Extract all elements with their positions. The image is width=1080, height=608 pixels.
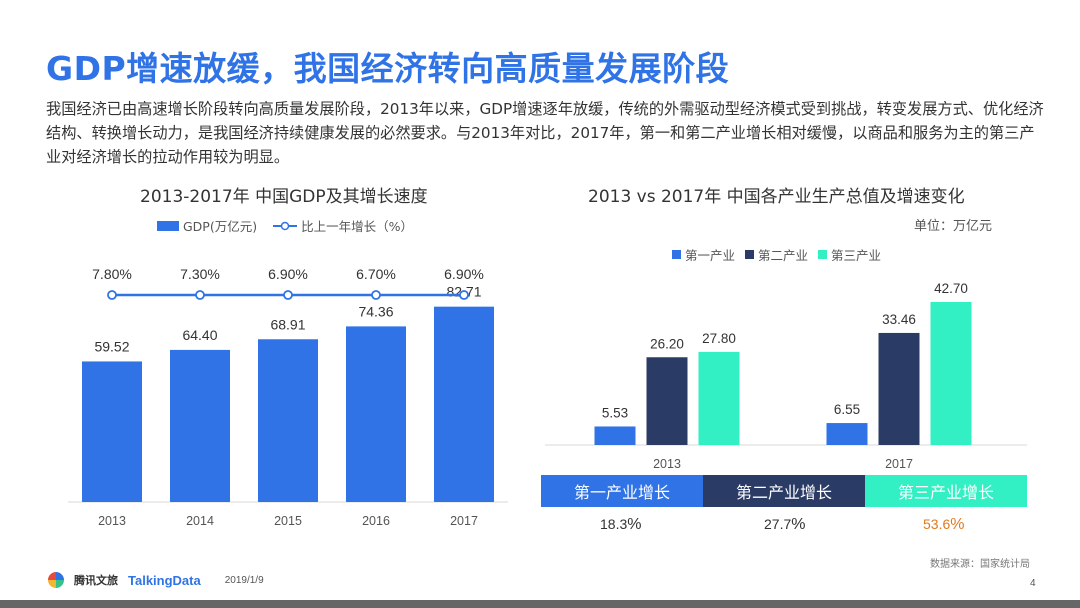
- growth-point-2017: [459, 290, 469, 300]
- growth-label-2013: 7.80%: [92, 266, 132, 282]
- gdp-chart: 59.52201364.40201468.91201574.36201682.7…: [68, 266, 508, 528]
- gdp-x-tick-2013: 2013: [98, 514, 126, 528]
- gdp-x-tick-2017: 2017: [450, 514, 478, 528]
- growth-tertiary-pct: %: [950, 516, 965, 533]
- growth-primary-cell: 第一产业增长: [541, 475, 703, 507]
- legend-primary-swatch: [672, 250, 681, 259]
- industry-bar-2013-2: [646, 357, 688, 445]
- gdp-bar-2017: [434, 306, 494, 502]
- gdp-bar-2016: [346, 326, 406, 502]
- footer-date: 2019/1/9: [224, 574, 264, 586]
- gdp-bar-2014: [170, 349, 230, 502]
- page-number: 4: [1030, 578, 1036, 589]
- legend-tertiary-label: 第三产业: [831, 248, 882, 263]
- growth-label-2014: 7.30%: [180, 266, 220, 282]
- industry-x-tick-2017: 2017: [885, 457, 913, 470]
- legend-tertiary: 第三产业: [818, 245, 881, 264]
- industry-bar-label-2017-3: 42.70: [934, 281, 968, 296]
- industry-bar-label-2017-2: 33.46: [882, 312, 916, 327]
- industry-chart: 5.53 26.20 27.80 2013 6.55 33.46 42.70 2017: [545, 281, 1027, 470]
- data-source: 数据来源：国家统计局: [930, 559, 1030, 570]
- growth-label-2015: 6.90%: [268, 266, 308, 282]
- growth-label-2016: 6.70%: [356, 266, 396, 282]
- growth-primary-number: 18.3: [600, 516, 628, 532]
- gdp-bar-label-2015: 68.91: [270, 316, 305, 332]
- legend-growth-label: 比上一年增长（%）: [301, 219, 413, 234]
- bottom-bar: [0, 600, 1080, 608]
- growth-point-2014: [195, 290, 205, 300]
- gdp-chart-title: 2013-2017年 中国GDP及其增长速度: [140, 187, 428, 207]
- footer-brand: 腾讯文旅: [74, 574, 118, 587]
- industry-bar-2013-1: [594, 426, 636, 445]
- industry-chart-legend: 第一产业 第二产业 第三产业: [672, 245, 881, 264]
- gdp-x-tick-2016: 2016: [362, 514, 390, 528]
- legend-secondary: 第二产业: [745, 245, 808, 264]
- growth-secondary-number: 27.7: [764, 516, 792, 532]
- growth-tertiary-cell: 第三产业增长: [865, 475, 1027, 507]
- gdp-bar-2015: [258, 339, 318, 502]
- legend-tertiary-swatch: [818, 250, 828, 259]
- industry-bar-2017-1: [826, 423, 868, 445]
- industry-chart-unit: 单位：万亿元: [914, 219, 993, 234]
- industry-bar-2013-3: [698, 351, 740, 445]
- intro-paragraph: 我国经济已由高速增长阶段转向高质量发展阶段，2013年以来，GDP增速逐年放缓，…: [46, 100, 1044, 166]
- gdp-bar-label-2014: 64.40: [182, 327, 217, 343]
- growth-primary-value: 18.3%: [600, 516, 641, 534]
- page-title: GDP增速放缓，我国经济转向高质量发展阶段: [46, 49, 730, 88]
- tencent-culture-logo-icon: [48, 572, 64, 588]
- industry-bar-label-2013-1: 5.53: [602, 405, 628, 420]
- gdp-bar-2013: [82, 361, 142, 502]
- gdp-bar-label-2013: 59.52: [94, 338, 129, 354]
- footer-brand2: TalkingData: [128, 572, 201, 588]
- legend-gdp: GDP(万亿元): [157, 216, 257, 235]
- growth-secondary-cell: 第二产业增长: [703, 475, 865, 507]
- gdp-chart-legend: GDP(万亿元) 比上一年增长（%）: [157, 216, 413, 235]
- legend-growth-line-icon: [273, 221, 298, 230]
- industry-bar-label-2013-2: 26.20: [650, 336, 684, 351]
- growth-tertiary-number: 53.6: [923, 516, 951, 532]
- growth-primary-pct: %: [627, 516, 642, 533]
- legend-secondary-swatch: [745, 250, 755, 259]
- growth-header-row: 第一产业增长 第二产业增长 第三产业增长: [541, 475, 1027, 507]
- legend-primary: 第一产业: [672, 245, 735, 264]
- industry-bar-2017-3: [930, 302, 972, 445]
- industry-chart-title: 2013 vs 2017年 中国各产业生产总值及增速变化: [588, 187, 965, 207]
- growth-label-2017: 6.90%: [444, 266, 484, 282]
- growth-point-2016: [371, 290, 381, 300]
- gdp-bar-label-2016: 74.36: [358, 303, 393, 319]
- growth-secondary-pct: %: [791, 516, 806, 533]
- industry-x-tick-2013: 2013: [653, 457, 681, 470]
- gdp-x-tick-2014: 2014: [186, 514, 214, 528]
- industry-bar-label-2017-1: 6.55: [834, 402, 860, 417]
- legend-growth: 比上一年增长（%）: [273, 216, 413, 235]
- gdp-x-tick-2015: 2015: [274, 514, 302, 528]
- legend-gdp-label: GDP(万亿元): [183, 219, 258, 234]
- growth-point-2015: [283, 290, 293, 300]
- footer: 腾讯文旅 TalkingData 2019/1/9: [48, 572, 264, 588]
- legend-gdp-swatch: [157, 220, 179, 231]
- industry-bar-2017-2: [878, 332, 920, 445]
- legend-secondary-label: 第二产业: [758, 248, 809, 263]
- growth-tertiary-value: 53.6%: [923, 516, 964, 534]
- growth-secondary-value: 27.7%: [764, 516, 805, 534]
- industry-bar-label-2013-3: 27.80: [702, 331, 736, 346]
- growth-point-2013: [107, 290, 117, 300]
- legend-primary-label: 第一产业: [685, 248, 736, 263]
